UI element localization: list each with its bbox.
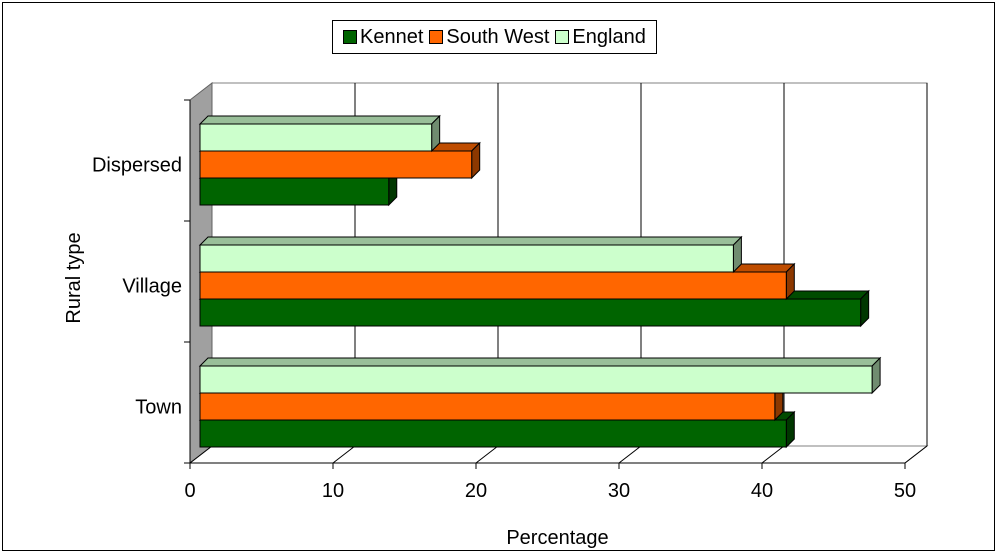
x-tick-label-50: 50 bbox=[894, 480, 916, 502]
floor-gridline-50 bbox=[904, 445, 928, 464]
floor-gridline-30 bbox=[618, 445, 642, 464]
floor-gridline-40 bbox=[761, 445, 785, 464]
x-tick-label-20: 20 bbox=[465, 480, 487, 502]
y-tick-label-village: Village bbox=[122, 276, 182, 298]
bar-south-west-dispersed bbox=[199, 150, 473, 179]
legend-item-england: England bbox=[555, 25, 646, 49]
bar-south-west-town bbox=[199, 392, 776, 421]
legend: Kennet South West England bbox=[332, 20, 657, 54]
bar-kennet-village bbox=[199, 298, 862, 327]
x-tick-label-40: 40 bbox=[751, 480, 773, 502]
legend-item-kennet: Kennet bbox=[343, 26, 423, 49]
legend-label-england: England bbox=[572, 25, 646, 48]
legend-label-south-west: South West bbox=[446, 25, 550, 48]
floor-gridline-20 bbox=[475, 445, 499, 464]
x-axis-title: Percentage bbox=[506, 527, 608, 549]
x-tick-label-0: 0 bbox=[184, 480, 195, 502]
bar-england-town-top bbox=[198, 357, 882, 367]
y-axis-title: Rural type bbox=[63, 232, 85, 323]
legend-swatch-kennet bbox=[343, 30, 357, 44]
y-tick-label-town: Town bbox=[135, 397, 182, 419]
bar-kennet-town bbox=[199, 419, 787, 448]
y-tick-label-dispersed: Dispersed bbox=[92, 155, 182, 177]
legend-label-kennet: Kennet bbox=[360, 25, 424, 48]
bar-england-dispersed-top bbox=[198, 115, 441, 125]
legend-item-south-west: South West bbox=[429, 26, 549, 49]
bar-england-village-top bbox=[198, 236, 743, 246]
bar-south-west-village bbox=[199, 271, 787, 300]
legend-swatch-england bbox=[555, 30, 570, 44]
floor-gridline-0 bbox=[189, 445, 213, 464]
bar-england-village bbox=[199, 244, 734, 273]
bar-england-dispersed bbox=[199, 123, 433, 152]
legend-swatch-south-west bbox=[429, 30, 444, 44]
x-tick-label-10: 10 bbox=[322, 480, 344, 502]
floor bbox=[188, 445, 929, 464]
bar-kennet-dispersed bbox=[199, 177, 390, 206]
x-tick-label-30: 30 bbox=[608, 480, 630, 502]
floor-gridline-10 bbox=[332, 445, 356, 464]
bar-england-town bbox=[199, 365, 873, 394]
